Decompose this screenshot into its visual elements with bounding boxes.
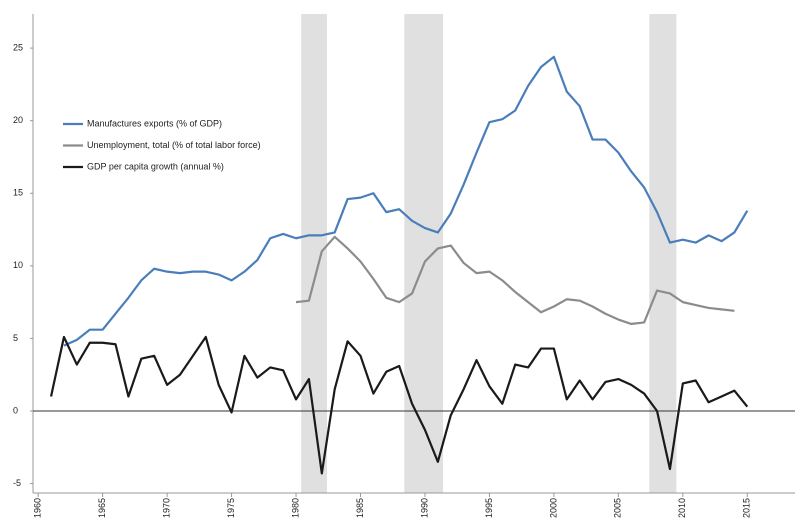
x-tick-label: 2010 xyxy=(677,498,687,518)
x-tick-label: 1975 xyxy=(226,498,236,518)
x-tick-label: 2000 xyxy=(548,498,558,518)
y-tick-label: 10 xyxy=(13,260,23,270)
x-tick-label: 1965 xyxy=(97,498,107,518)
series-line xyxy=(49,335,749,475)
x-tick-label: 2015 xyxy=(742,498,752,518)
y-tick-label: 25 xyxy=(13,42,23,52)
legend-label: GDP per capita growth (annual %) xyxy=(87,161,224,171)
y-tick-label: 15 xyxy=(13,188,23,198)
x-tick-label: 1960 xyxy=(33,498,43,518)
y-tick-label: 5 xyxy=(13,333,18,343)
y-tick-label: -5 xyxy=(13,478,21,488)
series-line xyxy=(295,235,735,325)
series-line xyxy=(63,55,749,347)
x-tick-label: 1985 xyxy=(355,498,365,518)
y-tick-label: 0 xyxy=(13,405,18,415)
x-tick-label: 1990 xyxy=(419,498,429,518)
legend-label: Manufactures exports (% of GDP) xyxy=(87,118,222,128)
shaded-range xyxy=(649,14,677,493)
x-tick-label: 1995 xyxy=(484,498,494,518)
legend-label: Unemployment, total (% of total labor fo… xyxy=(87,140,261,150)
shaded-range xyxy=(404,14,444,493)
x-tick-label: 1980 xyxy=(290,498,300,518)
x-tick-label: 2005 xyxy=(613,498,623,518)
y-tick-label: 20 xyxy=(13,115,23,125)
x-tick-label: 1970 xyxy=(161,498,171,518)
